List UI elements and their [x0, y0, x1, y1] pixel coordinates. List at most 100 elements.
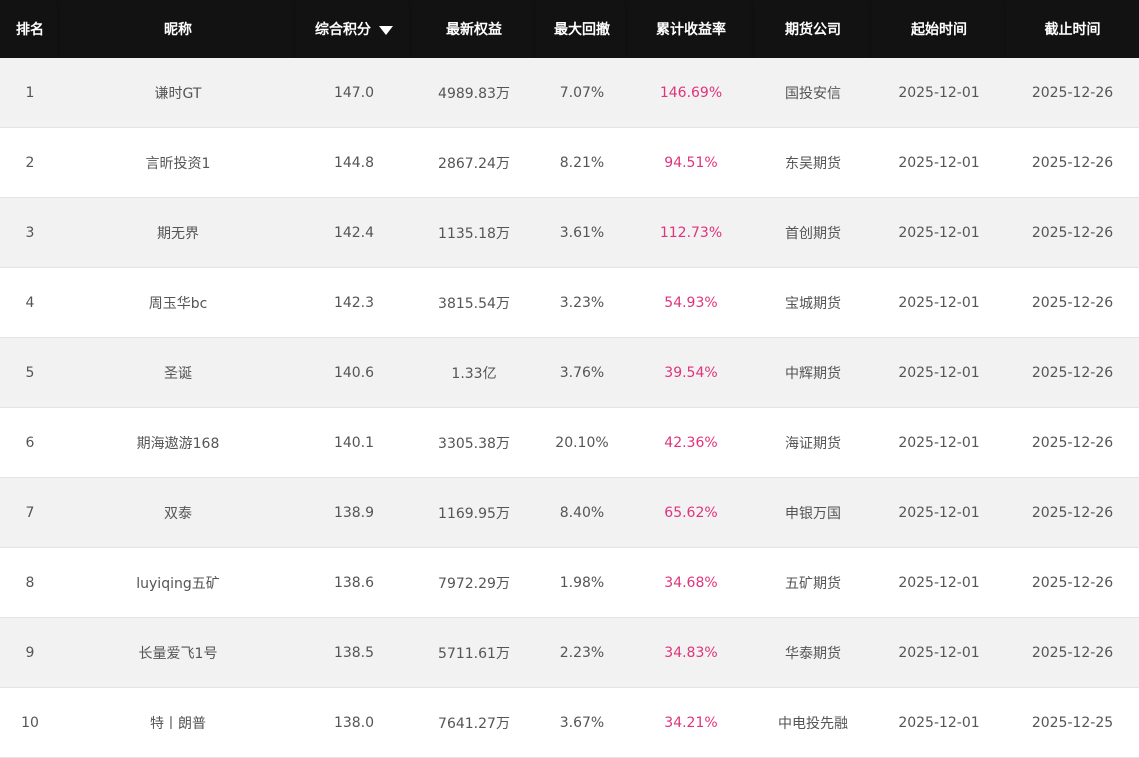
- return-cell: 146.69%: [628, 58, 754, 128]
- company-cell: 海证期货: [754, 407, 872, 478]
- start-date-cell: 2025-12-01: [872, 127, 1006, 198]
- name-cell: luyiqing五矿: [60, 547, 296, 618]
- name-cell: 谦时GT: [60, 58, 296, 128]
- end-date-cell: 2025-12-26: [1006, 547, 1139, 618]
- header-end: 截止时间: [1006, 0, 1139, 58]
- return-cell: 34.21%: [628, 687, 754, 758]
- rank-cell: 3: [0, 197, 60, 268]
- return-cell: 34.68%: [628, 547, 754, 618]
- score-cell: 140.1: [296, 407, 412, 478]
- header-score[interactable]: 综合积分: [296, 0, 412, 58]
- table-row[interactable]: 5 圣诞 140.6 1.33亿 3.76% 39.54% 中辉期货 2025-12-01 20…: [0, 337, 1139, 408]
- table-row[interactable]: 9 长量爱飞1号 138.5 5711.61万 2.23% 34.83% 华泰期货 2025-…: [0, 617, 1139, 688]
- start-date-cell: 2025-12-01: [872, 337, 1006, 408]
- name-cell: 周玉华bc: [60, 267, 296, 338]
- equity-cell: 1169.95万: [412, 477, 536, 548]
- end-date-cell: 2025-12-25: [1006, 687, 1139, 758]
- header-score-label: 综合积分: [315, 22, 371, 38]
- score-cell: 142.3: [296, 267, 412, 338]
- table-row[interactable]: 4 周玉华bc 142.3 3815.54万 3.23% 54.93% 宝城期货 2025-1…: [0, 267, 1139, 338]
- table-header: 排名 昵称 综合积分 最新权益 最大回撤 累计收益率 期货公司 起始时间 截止时…: [0, 0, 1139, 58]
- return-cell: 34.83%: [628, 617, 754, 688]
- name-cell: 圣诞: [60, 337, 296, 408]
- table-row[interactable]: 3 期无界 142.4 1135.18万 3.61% 112.73% 首创期货 2025-12…: [0, 197, 1139, 268]
- rank-cell: 1: [0, 58, 60, 128]
- start-date-cell: 2025-12-01: [872, 58, 1006, 128]
- equity-cell: 3815.54万: [412, 267, 536, 338]
- drawdown-cell: 3.23%: [536, 267, 628, 338]
- start-date-cell: 2025-12-01: [872, 407, 1006, 478]
- table-row[interactable]: 8 luyiqing五矿 138.6 7972.29万 1.98% 34.68% 五矿期货 2…: [0, 547, 1139, 618]
- drawdown-cell: 3.61%: [536, 197, 628, 268]
- return-cell: 42.36%: [628, 407, 754, 478]
- drawdown-cell: 8.40%: [536, 477, 628, 548]
- drawdown-cell: 2.23%: [536, 617, 628, 688]
- company-cell: 宝城期货: [754, 267, 872, 338]
- company-cell: 首创期货: [754, 197, 872, 268]
- equity-cell: 1.33亿: [412, 337, 536, 408]
- header-drawdown: 最大回撤: [536, 0, 628, 58]
- score-cell: 138.6: [296, 547, 412, 618]
- start-date-cell: 2025-12-01: [872, 477, 1006, 548]
- start-date-cell: 2025-12-01: [872, 687, 1006, 758]
- start-date-cell: 2025-12-01: [872, 547, 1006, 618]
- return-cell: 112.73%: [628, 197, 754, 268]
- name-cell: 言昕投资1: [60, 127, 296, 198]
- equity-cell: 3305.38万: [412, 407, 536, 478]
- table-row[interactable]: 10 特丨朗普 138.0 7641.27万 3.67% 34.21% 中电投先融 2025-…: [0, 687, 1139, 758]
- score-cell: 147.0: [296, 58, 412, 128]
- end-date-cell: 2025-12-26: [1006, 127, 1139, 198]
- end-date-cell: 2025-12-26: [1006, 407, 1139, 478]
- table-row[interactable]: 7 双泰 138.9 1169.95万 8.40% 65.62% 申银万国 2025-12-0…: [0, 477, 1139, 548]
- rank-cell: 8: [0, 547, 60, 618]
- company-cell: 华泰期货: [754, 617, 872, 688]
- header-rank: 排名: [0, 0, 60, 58]
- rank-cell: 7: [0, 477, 60, 548]
- company-cell: 中辉期货: [754, 337, 872, 408]
- end-date-cell: 2025-12-26: [1006, 617, 1139, 688]
- header-company: 期货公司: [754, 0, 872, 58]
- drawdown-cell: 3.76%: [536, 337, 628, 408]
- header-return: 累计收益率: [628, 0, 754, 58]
- equity-cell: 2867.24万: [412, 127, 536, 198]
- rank-cell: 10: [0, 687, 60, 758]
- start-date-cell: 2025-12-01: [872, 617, 1006, 688]
- return-cell: 39.54%: [628, 337, 754, 408]
- caret-down-icon[interactable]: [379, 25, 393, 35]
- company-cell: 东吴期货: [754, 127, 872, 198]
- header-name: 昵称: [60, 0, 296, 58]
- drawdown-cell: 8.21%: [536, 127, 628, 198]
- return-cell: 94.51%: [628, 127, 754, 198]
- header-start: 起始时间: [872, 0, 1006, 58]
- name-cell: 期无界: [60, 197, 296, 268]
- end-date-cell: 2025-12-26: [1006, 197, 1139, 268]
- table-row[interactable]: 2 言昕投资1 144.8 2867.24万 8.21% 94.51% 东吴期货 2025-1…: [0, 127, 1139, 198]
- return-cell: 65.62%: [628, 477, 754, 548]
- score-cell: 140.6: [296, 337, 412, 408]
- rank-cell: 5: [0, 337, 60, 408]
- return-cell: 54.93%: [628, 267, 754, 338]
- score-cell: 138.9: [296, 477, 412, 548]
- score-cell: 144.8: [296, 127, 412, 198]
- equity-cell: 7641.27万: [412, 687, 536, 758]
- company-cell: 五矿期货: [754, 547, 872, 618]
- rank-cell: 2: [0, 127, 60, 198]
- drawdown-cell: 7.07%: [536, 58, 628, 128]
- name-cell: 长量爱飞1号: [60, 617, 296, 688]
- equity-cell: 1135.18万: [412, 197, 536, 268]
- drawdown-cell: 3.67%: [536, 687, 628, 758]
- end-date-cell: 2025-12-26: [1006, 267, 1139, 338]
- table-row[interactable]: 1 谦时GT 147.0 4989.83万 7.07% 146.69% 国投安信 2025-1…: [0, 58, 1139, 128]
- drawdown-cell: 1.98%: [536, 547, 628, 618]
- equity-cell: 7972.29万: [412, 547, 536, 618]
- score-cell: 138.5: [296, 617, 412, 688]
- name-cell: 特丨朗普: [60, 687, 296, 758]
- rank-cell: 4: [0, 267, 60, 338]
- table-row[interactable]: 6 期海遨游168 140.1 3305.38万 20.10% 42.36% 海证期货 202…: [0, 407, 1139, 478]
- score-cell: 142.4: [296, 197, 412, 268]
- name-cell: 双泰: [60, 477, 296, 548]
- equity-cell: 4989.83万: [412, 58, 536, 128]
- end-date-cell: 2025-12-26: [1006, 477, 1139, 548]
- header-equity: 最新权益: [412, 0, 536, 58]
